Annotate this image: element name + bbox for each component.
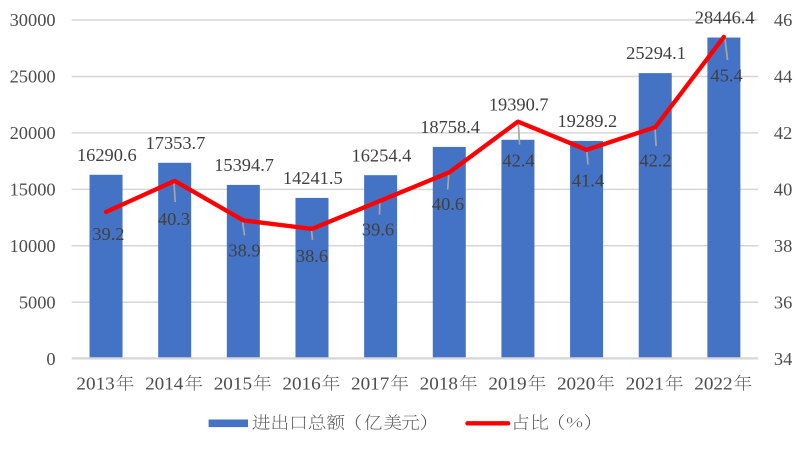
- svg-text:10000: 10000: [10, 236, 56, 256]
- svg-text:2019: 2019: [488, 374, 526, 394]
- svg-text:40.6: 40.6: [432, 194, 464, 214]
- svg-text:20000: 20000: [10, 123, 56, 143]
- svg-text:42.2: 42.2: [639, 151, 671, 171]
- svg-text:25294.1: 25294.1: [626, 43, 686, 63]
- svg-text:39.2: 39.2: [92, 224, 124, 244]
- svg-text:0: 0: [46, 349, 55, 369]
- svg-text:2022: 2022: [694, 374, 732, 394]
- svg-text:16254.4: 16254.4: [352, 145, 412, 165]
- svg-text:34: 34: [774, 349, 792, 369]
- svg-text:2021: 2021: [626, 374, 664, 394]
- svg-text:2017: 2017: [351, 374, 389, 394]
- svg-text:15394.7: 15394.7: [214, 155, 274, 175]
- svg-text:2020: 2020: [557, 374, 595, 394]
- svg-text:28446.4: 28446.4: [695, 8, 755, 28]
- svg-text:15000: 15000: [10, 179, 56, 199]
- svg-text:2016: 2016: [282, 374, 320, 394]
- svg-text:40.3: 40.3: [158, 209, 190, 229]
- svg-text:30000: 30000: [10, 10, 56, 30]
- svg-text:14241.5: 14241.5: [283, 168, 343, 188]
- svg-text:41.4: 41.4: [572, 170, 604, 190]
- svg-text:17353.7: 17353.7: [146, 133, 206, 153]
- svg-text:45.4: 45.4: [711, 66, 743, 86]
- svg-text:5000: 5000: [19, 292, 56, 312]
- svg-text:2015: 2015: [214, 374, 252, 394]
- svg-text:16290.6: 16290.6: [77, 145, 137, 165]
- svg-text:42: 42: [774, 123, 792, 143]
- svg-text:38.9: 38.9: [228, 240, 260, 260]
- svg-text:46: 46: [774, 10, 792, 30]
- svg-text:2018: 2018: [420, 374, 458, 394]
- svg-text:39.6: 39.6: [362, 219, 394, 239]
- svg-text:36: 36: [774, 292, 792, 312]
- svg-text:2013: 2013: [76, 374, 114, 394]
- svg-text:19289.2: 19289.2: [557, 111, 617, 131]
- svg-text:42.4: 42.4: [502, 151, 534, 171]
- svg-text:19390.7: 19390.7: [489, 95, 549, 115]
- svg-text:38.6: 38.6: [296, 246, 328, 266]
- svg-text:40: 40: [774, 179, 792, 199]
- svg-text:44: 44: [774, 67, 792, 87]
- svg-text:18758.4: 18758.4: [420, 117, 480, 137]
- svg-text:25000: 25000: [10, 67, 56, 87]
- svg-text:2014: 2014: [145, 374, 183, 394]
- svg-text:38: 38: [774, 236, 792, 256]
